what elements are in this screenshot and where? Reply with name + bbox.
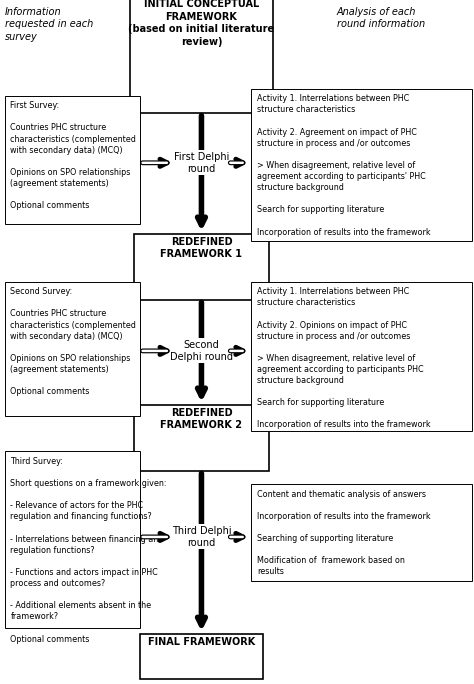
Text: FINAL FRAMEWORK: FINAL FRAMEWORK	[148, 637, 255, 647]
Text: Content and thematic analysis of answers

Incorporation of results into the fram: Content and thematic analysis of answers…	[257, 490, 430, 577]
FancyBboxPatch shape	[5, 96, 140, 224]
Text: INITIAL CONCEPTUAL
FRAMEWORK
(based on initial literature
review): INITIAL CONCEPTUAL FRAMEWORK (based on i…	[128, 0, 274, 47]
Text: Activity 1. Interrelations between PHC
structure characteristics

Activity 2. Ag: Activity 1. Interrelations between PHC s…	[257, 94, 430, 237]
FancyBboxPatch shape	[251, 282, 472, 431]
FancyBboxPatch shape	[134, 234, 269, 300]
Text: Activity 1. Interrelations between PHC
structure characteristics

Activity 2. Op: Activity 1. Interrelations between PHC s…	[257, 287, 430, 430]
Text: First Survey:

Countries PHC structure
characteristics (complemented
with second: First Survey: Countries PHC structure ch…	[10, 101, 137, 210]
Text: Third Survey:

Short questions on a framework given:

- Relevance of actors for : Third Survey: Short questions on a frame…	[10, 457, 167, 644]
FancyBboxPatch shape	[251, 89, 472, 241]
Text: REDEFINED
FRAMEWORK 1: REDEFINED FRAMEWORK 1	[161, 237, 242, 259]
Text: Second
Delphi round: Second Delphi round	[170, 340, 233, 362]
FancyBboxPatch shape	[5, 282, 140, 416]
Text: REDEFINED
FRAMEWORK 2: REDEFINED FRAMEWORK 2	[161, 408, 242, 430]
Text: First Delphi
round: First Delphi round	[174, 152, 229, 174]
FancyBboxPatch shape	[134, 405, 269, 471]
FancyBboxPatch shape	[130, 0, 273, 113]
Text: Analysis of each
round information: Analysis of each round information	[337, 7, 425, 29]
FancyBboxPatch shape	[251, 484, 472, 581]
Text: Information
requested in each
survey: Information requested in each survey	[5, 7, 93, 42]
Text: Second Survey:

Countries PHC structure
characteristics (complemented
with secon: Second Survey: Countries PHC structure c…	[10, 287, 137, 396]
Text: Third Delphi
round: Third Delphi round	[172, 526, 231, 548]
FancyBboxPatch shape	[5, 451, 140, 628]
FancyBboxPatch shape	[140, 634, 263, 679]
